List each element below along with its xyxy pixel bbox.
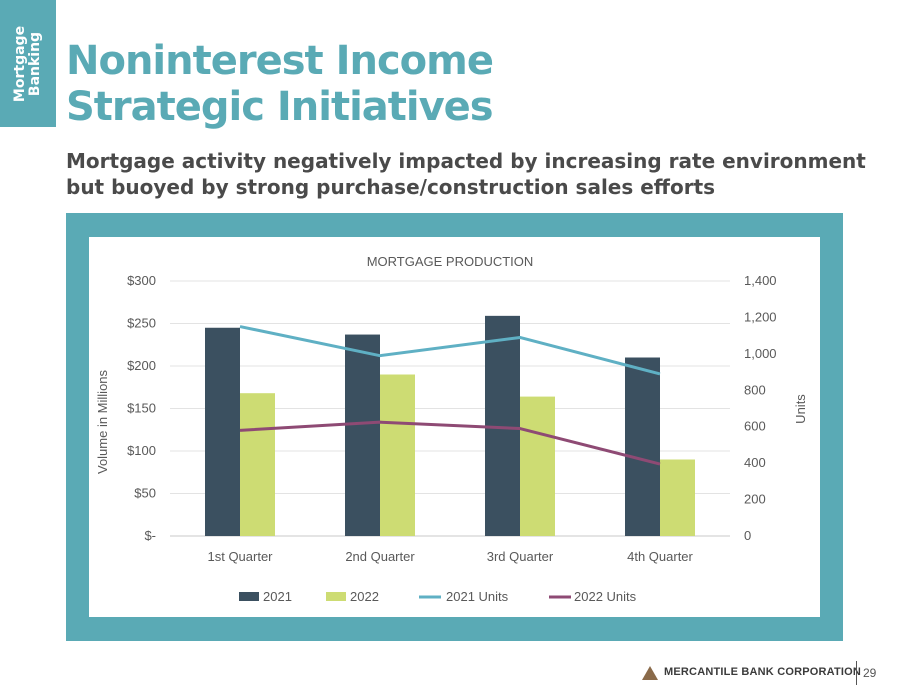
bar-2021 xyxy=(205,327,240,536)
company-name: MERCANTILE BANK CORPORATION xyxy=(664,666,862,678)
chart-lines xyxy=(239,325,661,466)
bar-2021 xyxy=(345,334,380,536)
page-subtitle-line-1: Mortgage activity negatively impacted by… xyxy=(66,149,866,173)
y-tick-label: $200 xyxy=(127,358,156,373)
chart-panel: MORTGAGE PRODUCTION $- $50 $100 $150 $200 $25… xyxy=(89,237,820,617)
chart-title: MORTGAGE PRODUCTION xyxy=(367,254,534,269)
y2-axis-title: Units xyxy=(793,394,808,424)
y2-tick-label: 200 xyxy=(744,492,766,507)
y-tick-label: $100 xyxy=(127,443,156,458)
bar-2022 xyxy=(380,374,415,536)
legend-label: 2021 xyxy=(263,589,292,604)
section-tab-label: Mortgage Banking xyxy=(12,25,43,103)
x-tick-label: 3rd Quarter xyxy=(487,549,554,564)
footer-divider xyxy=(856,661,857,685)
y-axis-title: Volume in Millions xyxy=(95,369,110,474)
x-tick-label: 2nd Quarter xyxy=(345,549,415,564)
line-2021-Units xyxy=(239,325,661,376)
y2-tick-label: 1,000 xyxy=(744,346,777,361)
page-title: Noninterest Income Strategic Initiatives xyxy=(66,38,494,130)
y-tick-label: $50 xyxy=(134,486,156,501)
bar-2022 xyxy=(240,393,275,536)
legend-label: 2021 Units xyxy=(446,589,509,604)
y-tick-label: $250 xyxy=(127,316,156,331)
y-tick-label: $- xyxy=(144,528,156,543)
y2-tick-label: 800 xyxy=(744,382,766,397)
bar-2021 xyxy=(625,357,660,536)
y2-tick-label: 0 xyxy=(744,528,751,543)
page-title-line-2: Strategic Initiatives xyxy=(66,84,494,130)
section-tab: Mortgage Banking xyxy=(0,0,56,127)
legend-swatch xyxy=(326,592,346,601)
y2-tick-label: 1,400 xyxy=(744,273,777,288)
y-tick-label: $150 xyxy=(127,401,156,416)
company-logo-icon xyxy=(642,666,658,680)
x-tick-label: 4th Quarter xyxy=(627,549,693,564)
page-title-line-1: Noninterest Income xyxy=(66,38,494,84)
page-subtitle: Mortgage activity negatively impacted by… xyxy=(66,148,866,200)
y-tick-label: $300 xyxy=(127,273,156,288)
mortgage-production-chart: MORTGAGE PRODUCTION $- $50 $100 $150 $200 $25… xyxy=(95,254,808,604)
bar-2022 xyxy=(520,396,555,536)
page-subtitle-line-2: but buoyed by strong purchase/constructi… xyxy=(66,175,716,199)
page-number: 29 xyxy=(863,666,877,680)
chart-axes: $- $50 $100 $150 $200 $250 $300 0 200 400 600 800 1,… xyxy=(127,273,776,564)
legend-label: 2022 Units xyxy=(574,589,637,604)
legend-label: 2022 xyxy=(350,589,379,604)
chart-legend: 2021 2022 2021 Units 2022 Units xyxy=(239,589,637,604)
line-2022-Units xyxy=(239,420,661,466)
y2-tick-label: 600 xyxy=(744,419,766,434)
x-tick-label: 1st Quarter xyxy=(207,549,273,564)
y2-tick-label: 400 xyxy=(744,455,766,470)
chart-bars xyxy=(205,315,695,536)
bar-2022 xyxy=(660,459,695,536)
y2-tick-label: 1,200 xyxy=(744,309,777,324)
legend-swatch xyxy=(239,592,259,601)
logo-triangle xyxy=(642,666,658,680)
